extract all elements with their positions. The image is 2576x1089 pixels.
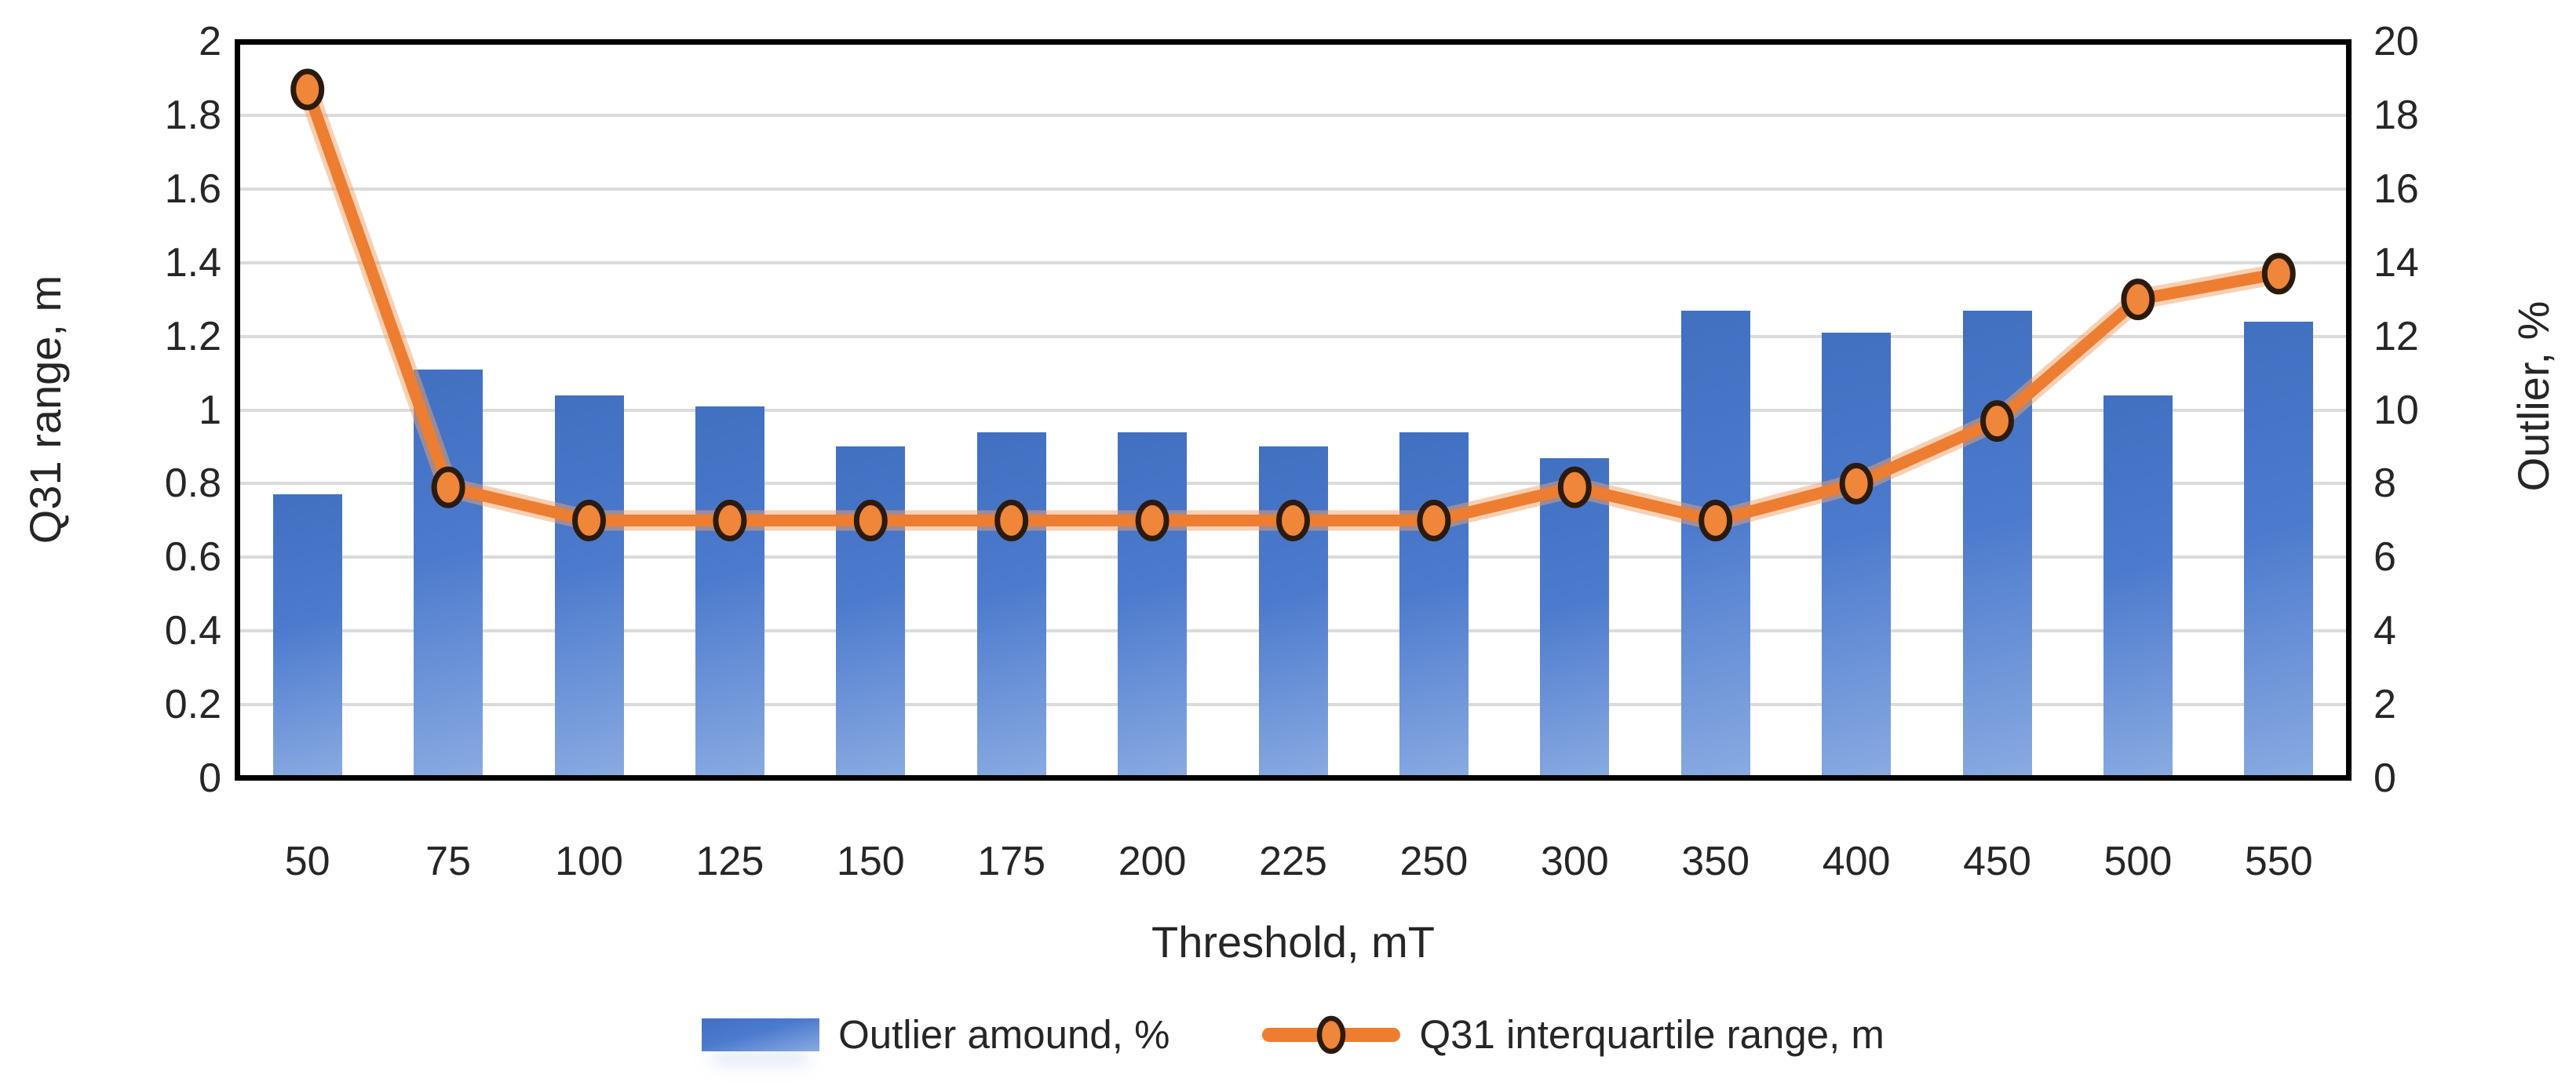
x-tick-label: 50 — [284, 839, 330, 884]
x-tick-label: 175 — [977, 839, 1046, 884]
gridline — [237, 408, 2349, 412]
x-tick-label: 350 — [1681, 839, 1750, 884]
y-left-tick-label: 0.6 — [164, 534, 221, 581]
x-tick-label: 500 — [2103, 839, 2173, 884]
bar — [1680, 310, 1750, 778]
bar — [976, 432, 1046, 778]
left-axis-title: Q31 range, m — [20, 275, 71, 544]
x-tick-label: 225 — [1259, 839, 1327, 884]
y-left-tick-label: 1 — [199, 387, 221, 433]
line-marker — [572, 499, 606, 541]
line-marker — [2261, 253, 2296, 295]
bar — [1399, 432, 1469, 778]
x-tick-label: 450 — [1963, 839, 2031, 884]
line-marker — [2121, 279, 2155, 321]
y-left-tick-label: 1.2 — [164, 313, 221, 359]
line-marker — [1698, 499, 1733, 541]
y-left-tick-label: 1.4 — [164, 239, 221, 286]
bar — [272, 494, 342, 778]
gridline — [237, 260, 2349, 264]
y-right-tick-label: 4 — [2373, 608, 2396, 654]
y-right-tick-label: 10 — [2373, 387, 2419, 433]
line-marker — [1839, 462, 1874, 504]
x-tick-label: 250 — [1399, 839, 1469, 884]
line-marker — [713, 499, 747, 541]
x-tick-label: 125 — [695, 839, 764, 884]
x-tick-label: 100 — [555, 839, 623, 884]
y-right-tick-label: 20 — [2373, 19, 2419, 64]
line-halo — [297, 79, 2290, 531]
bar-series-swatch — [702, 1018, 820, 1051]
bar — [1118, 432, 1188, 778]
line-marker — [1557, 466, 1592, 508]
x-tick-label: 400 — [1822, 839, 1891, 884]
line-marker — [1980, 400, 2014, 443]
line-series-swatch — [1262, 1011, 1401, 1059]
gridline — [237, 187, 2349, 191]
line-marker — [994, 499, 1029, 541]
x-axis-title: Threshold, mT — [1151, 917, 1435, 967]
y-right-tick-label: 18 — [2373, 92, 2419, 138]
line-marker — [853, 499, 888, 541]
line-path — [301, 83, 2285, 526]
x-tick-label: 75 — [425, 839, 472, 884]
bar — [1822, 332, 1892, 778]
y-right-tick-label: 16 — [2373, 166, 2419, 212]
legend: Outlier amound, % Q31 interquartile rang… — [237, 1011, 2349, 1059]
x-tick-label: 150 — [836, 839, 905, 884]
legend-label-line: Q31 interquartile range, m — [1419, 1011, 1885, 1057]
x-tick-label: 200 — [1118, 839, 1187, 884]
line-series — [290, 68, 2296, 541]
y-left-tick-label: 0.4 — [164, 608, 221, 654]
y-right-tick-label: 0 — [2373, 756, 2396, 801]
y-left-tick-label: 1.8 — [164, 92, 221, 138]
y-left-tick-label: 2 — [199, 19, 221, 64]
y-right-tick-label: 12 — [2373, 313, 2419, 359]
bar — [695, 406, 764, 778]
y-right-tick-label: 14 — [2373, 239, 2419, 286]
gridline — [237, 113, 2349, 117]
bar — [1540, 457, 1610, 778]
y-left-tick-label: 0 — [199, 756, 221, 801]
x-tick-label: 550 — [2244, 839, 2313, 884]
y-right-tick-label: 8 — [2373, 461, 2396, 507]
legend-item-bars: Outlier amound, % — [702, 1011, 1170, 1057]
line-marker — [431, 466, 465, 508]
gridline — [237, 334, 2349, 338]
line-marker — [1135, 499, 1169, 541]
x-tick-label: 300 — [1540, 839, 1609, 884]
y-left-tick-label: 0.8 — [164, 461, 221, 507]
line-marker — [1276, 499, 1310, 541]
bar — [2244, 321, 2314, 778]
legend-item-line: Q31 interquartile range, m — [1262, 1011, 1885, 1059]
line-swatch-marker-icon — [1317, 1015, 1346, 1054]
y-left-tick-label: 0.2 — [164, 682, 221, 728]
y-right-tick-label: 2 — [2373, 682, 2396, 728]
y-right-tick-label: 6 — [2373, 534, 2396, 581]
legend-label-bars: Outlier amound, % — [838, 1011, 1170, 1057]
bar — [2103, 395, 2173, 778]
y-left-tick-label: 1.6 — [164, 166, 221, 212]
bar — [554, 395, 624, 778]
line-marker — [290, 68, 325, 111]
line-marker — [1417, 499, 1451, 541]
